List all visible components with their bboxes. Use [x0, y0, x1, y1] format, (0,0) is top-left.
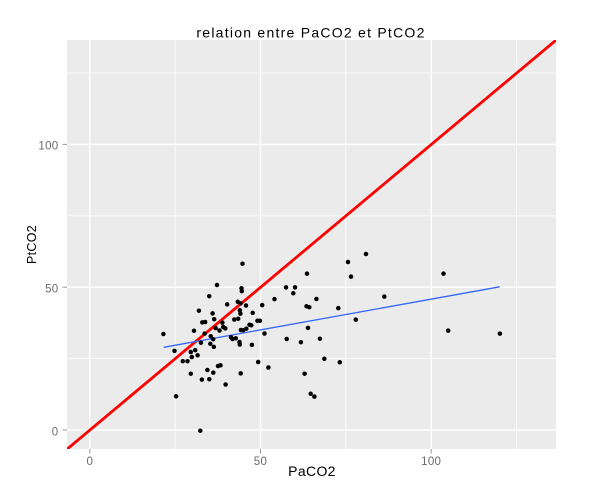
svg-text:0: 0: [52, 426, 59, 438]
svg-text:0: 0: [86, 456, 93, 468]
svg-text:50: 50: [254, 456, 267, 468]
svg-text:100: 100: [38, 141, 58, 153]
svg-text:100: 100: [421, 456, 441, 468]
svg-text:PaCO2: PaCO2: [288, 463, 336, 479]
svg-text:relation entre PaCO2 et PtCO2: relation entre PaCO2 et PtCO2: [196, 25, 425, 41]
svg-text:PtCO2: PtCO2: [25, 225, 39, 264]
svg-text:50: 50: [45, 284, 58, 296]
